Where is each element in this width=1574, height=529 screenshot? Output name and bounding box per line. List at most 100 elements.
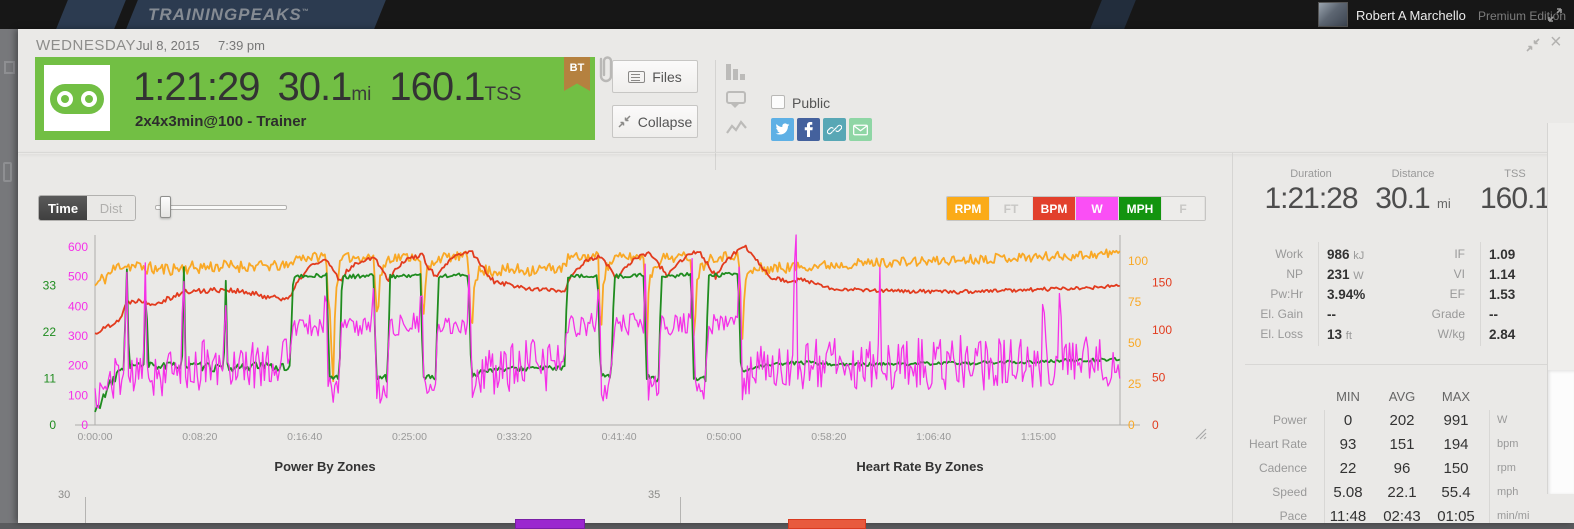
dist-button[interactable]: Dist [87, 196, 135, 220]
topbar-accent-band-2 [1090, 0, 1136, 29]
right-scroll-strip[interactable] [1547, 123, 1574, 494]
workout-detail-modal: WEDNESDAY Jul 8, 2015 7:39 pm × 1:21:29 3… [18, 29, 1574, 529]
duration-stat-label: Duration [1290, 168, 1332, 180]
cadence-axis-tick-label: 25 [1128, 377, 1142, 391]
workout-graph[interactable]: 0:00:00 0:08:20 0:16:40 0:25:00 0:33:20 0:41:… [38, 226, 1218, 446]
hr-zones-title: Heart Rate By Zones [856, 459, 984, 474]
rail-panel-icon[interactable] [4, 61, 15, 74]
files-button[interactable]: Files [612, 60, 698, 93]
zoom-slider-handle[interactable] [160, 196, 171, 218]
metric-min: 5.08 [1333, 483, 1363, 501]
link-icon [827, 124, 842, 135]
files-label: Files [652, 68, 682, 85]
metric-label: Cadence [1258, 461, 1307, 475]
power-zone-bar[interactable] [515, 519, 585, 529]
speed-axis-tick-label: 22 [43, 325, 57, 339]
x-axis-tick-label: 1:15:00 [1021, 431, 1056, 443]
metric-label: Speed [1272, 485, 1307, 499]
rail-tool-icon[interactable] [3, 162, 12, 182]
right-strip-panel [1548, 370, 1574, 494]
time-dist-toggle: Time Dist [38, 195, 136, 221]
speed-axis-tick-label: 11 [44, 372, 57, 386]
metric-avg: 02:43 [1383, 507, 1421, 525]
paperclip-icon[interactable] [595, 55, 615, 89]
legend-ft-button[interactable]: FT [990, 197, 1033, 220]
metric-label: Power [1272, 413, 1307, 427]
speed-axis-tick-label: 33 [43, 279, 57, 293]
metric-max: 01:05 [1437, 507, 1475, 525]
comment-icon[interactable] [726, 91, 746, 108]
legend-bpm-button[interactable]: BPM [1033, 197, 1076, 220]
trademark-symbol: ™ [301, 8, 310, 16]
metric-min: 11:48 [1329, 507, 1367, 525]
zones-chart-icon[interactable] [726, 62, 748, 80]
bike-workout-icon [44, 65, 110, 131]
metric-avg: 202 [1389, 411, 1415, 429]
hr-zones-axis [680, 497, 681, 523]
distance-value: 30.1 [277, 65, 352, 109]
distance-unit: mi [351, 84, 372, 105]
distance-stat: Distance 30.1 mi [1363, 168, 1463, 216]
stat-value: 3.94% [1327, 286, 1366, 302]
duration-stat-value: 1:21:28 [1264, 182, 1358, 215]
stat-label: Work [1275, 247, 1303, 261]
tss-stat: TSS 160.1 [1465, 168, 1565, 216]
power-zones-tick: 30 [58, 489, 71, 501]
stat-label: EF [1449, 287, 1465, 301]
detail-row: Pw:Hr 3.94% EF 1.53 [1233, 284, 1574, 304]
metric-max: 194 [1443, 435, 1469, 453]
header-date: Jul 8, 2015 [136, 38, 200, 53]
heart_rate-axis-tick-label: 0 [1152, 418, 1159, 432]
legend-w-button[interactable]: W [1076, 197, 1119, 220]
public-label: Public [792, 95, 831, 111]
workout-summary-card[interactable]: 1:21:29 30.1mi 160.1TSS 2x4x3min@100 - Tra… [35, 56, 613, 140]
zoom-slider-track[interactable] [155, 205, 287, 210]
stat-label: El. Loss [1260, 327, 1303, 341]
collapse-button[interactable]: Collapse [612, 105, 698, 138]
metric-avg: 22.1 [1387, 483, 1417, 501]
tss-value: 160.1 [389, 65, 485, 109]
x-axis-tick-label: 0:41:40 [602, 431, 637, 443]
metric-label: Heart Rate [1248, 437, 1307, 451]
avatar[interactable] [1318, 2, 1348, 27]
workout-title: 2x4x3min@100 - Trainer [135, 113, 307, 130]
email-share-button[interactable] [849, 118, 872, 141]
expand-icon[interactable] [1548, 8, 1562, 22]
left-rail [0, 29, 18, 523]
hr-zones-tick: 35 [648, 489, 661, 501]
cadence-axis-tick-label: 100 [1128, 254, 1148, 268]
legend-f-button[interactable]: F [1162, 197, 1205, 220]
minmax-sep-left [1324, 410, 1325, 523]
power-axis-tick-label: 0 [81, 418, 88, 432]
stat-value: 231 W [1327, 266, 1364, 282]
twitter-share-button[interactable] [771, 118, 794, 141]
hr-zone-bar[interactable] [788, 519, 866, 529]
x-axis-tick-label: 0:08:20 [182, 431, 217, 443]
power-zones-title: Power By Zones [274, 459, 376, 474]
copy-link-button[interactable] [823, 118, 846, 141]
cadence-axis-tick-label: 75 [1128, 295, 1142, 309]
resize-handle-icon[interactable] [1195, 428, 1207, 440]
minmax-header: MAX [1441, 388, 1471, 404]
public-checkbox[interactable] [771, 95, 785, 109]
power-zones-axis [85, 497, 86, 523]
legend-rpm-button[interactable]: RPM [947, 197, 990, 220]
minmax-row: Cadence 22 96 150 rpm [1233, 456, 1574, 480]
duration-value: 1:21:29 [133, 65, 260, 109]
linechart-icon[interactable] [726, 119, 748, 135]
trainingpeaks-logo: TRAININGPEAKS™ [148, 5, 310, 24]
minmax-row: Speed 5.08 22.1 55.4 mph [1233, 480, 1574, 504]
facebook-share-button[interactable] [797, 118, 820, 141]
metric-min: 0 [1343, 411, 1353, 429]
legend-mph-button[interactable]: MPH [1119, 197, 1162, 220]
detail-row: El. Loss 13 ft W/kg 2.84 [1233, 324, 1574, 344]
user-name[interactable]: Robert A Marchello [1356, 8, 1466, 23]
stat-value: -- [1327, 306, 1336, 322]
collapse-window-icon[interactable] [1526, 38, 1540, 52]
stat-value: 1.14 [1489, 266, 1516, 282]
close-icon[interactable]: × [1550, 31, 1562, 53]
edition-label: Premium Edition [1478, 9, 1567, 23]
time-button[interactable]: Time [39, 196, 87, 220]
bt-badge: BT [564, 57, 590, 91]
power-axis-tick-label: 400 [68, 299, 88, 313]
